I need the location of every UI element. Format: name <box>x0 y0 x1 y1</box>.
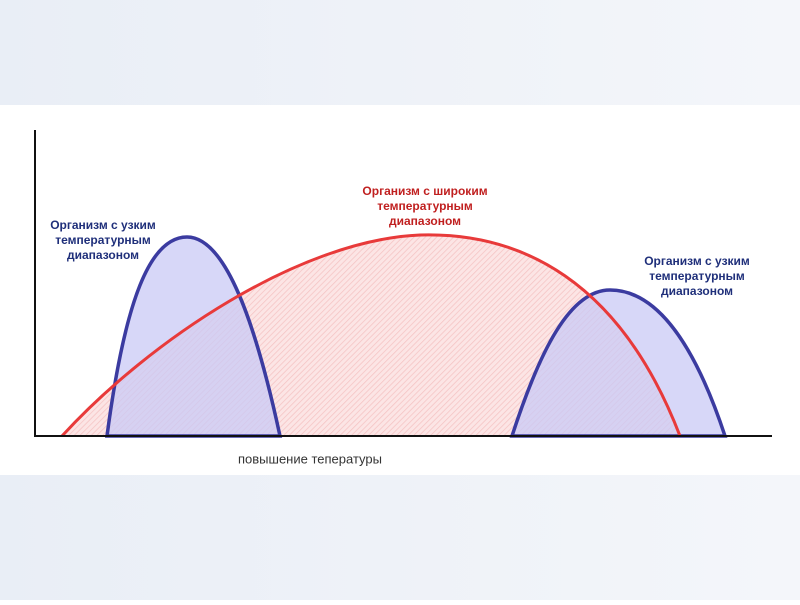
label: Организм с узким <box>644 254 750 268</box>
label: диапазоном <box>661 284 733 298</box>
narrow-right-curve <box>509 288 728 438</box>
label: температурным <box>55 233 151 247</box>
label: Организм с широким <box>362 184 487 198</box>
label: Организм с узким <box>50 218 156 232</box>
label: диапазоном <box>389 214 461 228</box>
label: диапазоном <box>67 248 139 262</box>
narrow-left-curve <box>105 235 283 438</box>
wide-curve <box>60 233 682 438</box>
label: температурным <box>649 269 745 283</box>
label: температурным <box>377 199 473 213</box>
x-axis-label: повышение тепературы <box>238 451 382 466</box>
